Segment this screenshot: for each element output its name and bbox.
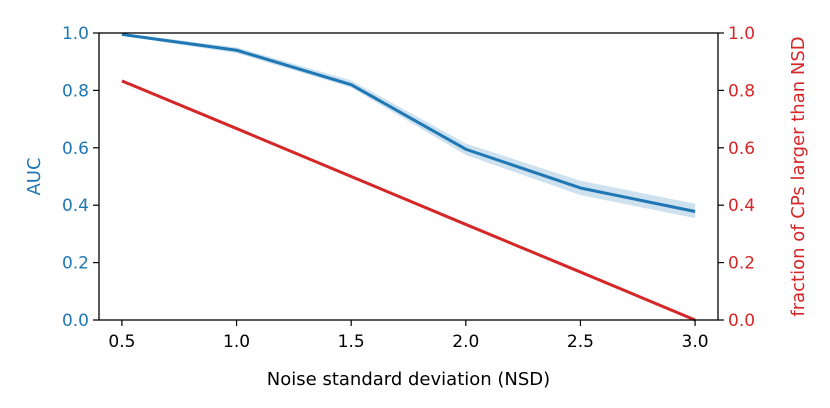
left-y-tick-label: 1.0 bbox=[62, 24, 89, 44]
x-tick-label: 1.0 bbox=[223, 332, 250, 352]
x-tick-label: 3.0 bbox=[682, 332, 709, 352]
right-y-tick-label: 0.4 bbox=[728, 196, 755, 216]
right-y-tick-label: 1.0 bbox=[728, 24, 755, 44]
x-tick-label: 2.5 bbox=[567, 332, 594, 352]
left-y-axis-label: AUC bbox=[24, 157, 45, 195]
right-y-tick-label: 0.6 bbox=[728, 139, 755, 159]
left-y-tick-label: 0.0 bbox=[62, 311, 89, 331]
left-y-tick-label: 0.6 bbox=[62, 139, 89, 159]
left-y-tick-label: 0.4 bbox=[62, 196, 89, 216]
series-0-confidence-band bbox=[121, 33, 696, 219]
right-y-tick-label: 0.0 bbox=[728, 311, 755, 331]
x-tick-label: 1.5 bbox=[338, 332, 365, 352]
series-1-line bbox=[121, 79, 696, 322]
x-tick-label: 0.5 bbox=[108, 332, 135, 352]
x-axis-label: Noise standard deviation (NSD) bbox=[267, 369, 550, 390]
x-tick-label: 2.0 bbox=[452, 332, 479, 352]
plot-frame bbox=[98, 32, 719, 321]
right-y-tick-label: 0.2 bbox=[728, 254, 755, 274]
right-y-axis-label: fraction of CPs larger than NSD bbox=[788, 36, 809, 316]
left-y-tick-label: 0.8 bbox=[62, 81, 89, 101]
series-0-line bbox=[121, 32, 696, 213]
right-y-tick-label: 0.8 bbox=[728, 81, 755, 101]
left-y-tick-label: 0.2 bbox=[62, 254, 89, 274]
